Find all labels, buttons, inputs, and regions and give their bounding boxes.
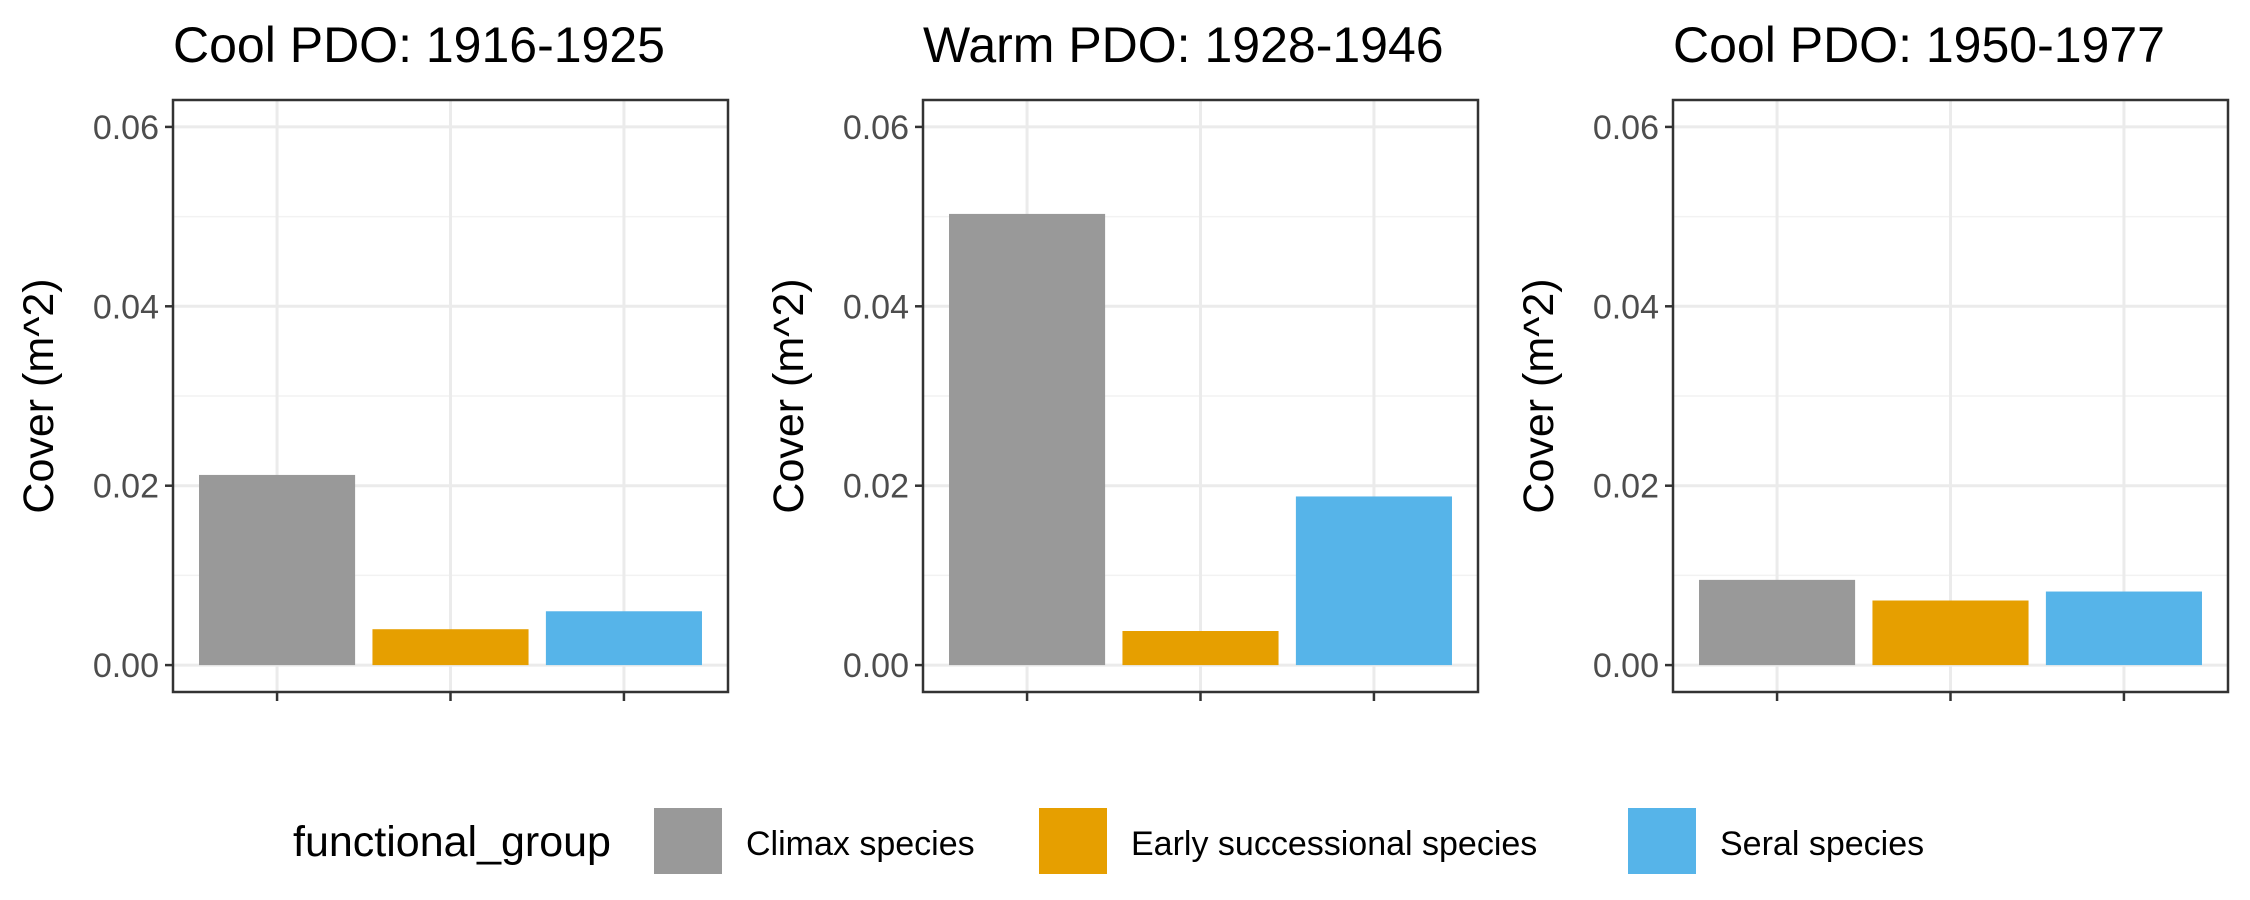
y-tick-label: 0.00 (1593, 647, 1659, 685)
bar-seral-species (1295, 496, 1452, 666)
y-tick-label: 0.02 (1593, 468, 1659, 506)
y-tick-label: 0.02 (93, 468, 159, 506)
y-tick-label: 0.04 (843, 288, 909, 326)
y-axis-label: Cover (m^2) (1515, 278, 1563, 513)
legend-label: Climax species (746, 825, 975, 863)
bar-climax-species (199, 474, 356, 666)
legend-key-climax-species (654, 808, 722, 874)
bar-early-successional-species (372, 629, 529, 666)
legend-title: functional_group (293, 818, 611, 866)
legend-label: Early successional species (1131, 825, 1537, 863)
y-tick-label: 0.06 (1593, 109, 1659, 147)
y-tick-label: 0.06 (843, 109, 909, 147)
y-tick-label: 0.02 (843, 468, 909, 506)
y-tick-label: 0.06 (93, 109, 159, 147)
panel-title: Cool PDO: 1950-1977 (1673, 17, 2165, 73)
legend-key-early-successional-species (1039, 808, 1107, 874)
bar-early-successional-species (1872, 600, 2029, 666)
bar-seral-species (2045, 591, 2202, 666)
panel-title: Warm PDO: 1928-1946 (923, 17, 1444, 73)
panel-title: Cool PDO: 1916-1925 (173, 17, 665, 73)
y-tick-label: 0.04 (1593, 288, 1659, 326)
legend-key-seral-species (1628, 808, 1696, 874)
bar-climax-species (1699, 579, 1856, 666)
y-tick-label: 0.00 (93, 647, 159, 685)
bar-climax-species (949, 213, 1106, 666)
y-axis-label: Cover (m^2) (15, 278, 63, 513)
y-tick-label: 0.04 (93, 288, 159, 326)
bar-seral-species (545, 611, 702, 666)
legend-label: Seral species (1720, 825, 1924, 863)
y-tick-label: 0.00 (843, 647, 909, 685)
bar-early-successional-species (1122, 631, 1279, 666)
y-axis-label: Cover (m^2) (765, 278, 813, 513)
